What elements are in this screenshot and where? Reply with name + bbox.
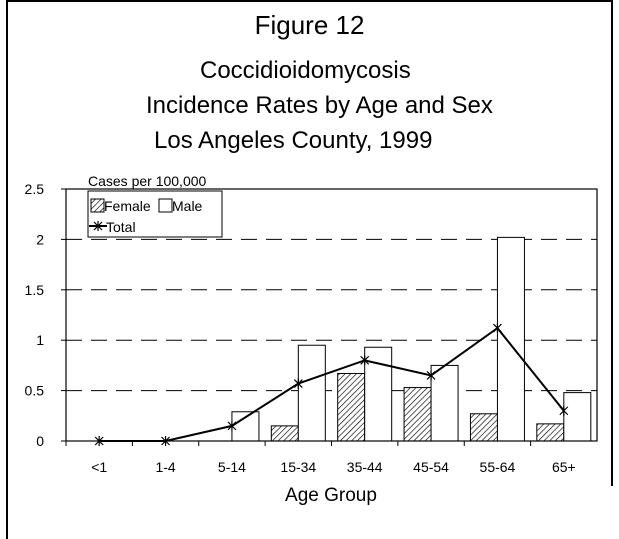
figure-label: Figure 12 [254, 10, 365, 40]
total-line [94, 323, 569, 446]
bar-male [430, 364, 459, 442]
point-total [426, 370, 436, 381]
y-tick-label: 0 [36, 433, 44, 449]
point-total [293, 378, 303, 389]
legend-male-swatch [158, 198, 173, 213]
x-tick-label: 5-14 [218, 459, 246, 475]
x-tick-label: 15-34 [280, 459, 316, 475]
legend: Female Male Total [87, 190, 223, 238]
point-total [161, 436, 170, 446]
x-tick-label: 45-54 [413, 459, 449, 475]
point-total [559, 405, 569, 416]
y-tick-label: 2.5 [25, 181, 45, 197]
bar-female [403, 387, 432, 442]
bar-female [536, 423, 565, 442]
frame-top-border [6, 0, 613, 2]
legend-male-label: Male [172, 198, 203, 214]
x-tick-label: <1 [91, 459, 107, 475]
x-axis-ticks: <1 1-4 5-14 15-34 35-44 45-54 55-64 65+ [65, 441, 576, 475]
x-tick-label: 1-4 [155, 459, 175, 475]
legend-box [87, 190, 223, 238]
chart-title-line-3: Los Angeles County, 1999 [154, 127, 433, 154]
bar-female [337, 372, 366, 442]
x-tick-label: 35-44 [347, 459, 383, 475]
x-axis-label: Age Group [285, 485, 377, 506]
point-total [94, 436, 104, 446]
chart-title-line-1: Coccidioidomycosis [200, 57, 411, 84]
frame-right-border [611, 0, 613, 486]
x-tick-label: 65+ [552, 459, 576, 475]
point-total [493, 323, 502, 334]
legend-total-marker [93, 221, 103, 231]
bar-male [563, 392, 592, 442]
y-tick-label: 0.5 [25, 383, 45, 399]
bar-female [270, 425, 299, 442]
line-total [99, 326, 565, 442]
point-total [227, 420, 237, 431]
bar-male [496, 236, 525, 442]
grid-lines [66, 238, 597, 392]
y-axis-ticks: 0 0.5 1 1.5 2 2.5 [25, 181, 66, 449]
frame-left-border [6, 0, 8, 539]
y-tick-label: 1.5 [25, 282, 45, 298]
y-tick-label: 2 [36, 231, 44, 247]
point-total [360, 355, 370, 366]
legend-female-swatch [90, 198, 105, 213]
x-tick-label: 55-64 [480, 459, 516, 475]
legend-female-label: Female [104, 198, 151, 214]
bars [231, 236, 592, 442]
chart-title-line-2: Incidence Rates by Age and Sex [146, 92, 493, 119]
y-axis-label: Cases per 100,000 [88, 173, 207, 189]
bar-male [297, 344, 326, 442]
bar-female [469, 413, 498, 442]
legend-total-label: Total [106, 219, 136, 235]
y-tick-label: 1 [36, 332, 44, 348]
